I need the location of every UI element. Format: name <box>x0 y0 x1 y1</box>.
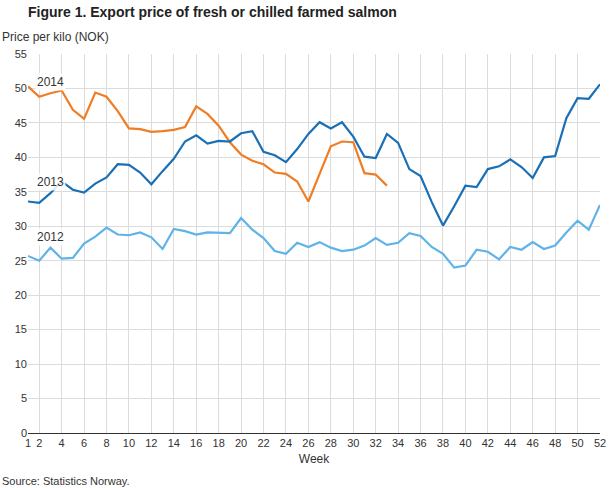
svg-text:26: 26 <box>302 437 314 449</box>
svg-text:22: 22 <box>257 437 269 449</box>
svg-text:15: 15 <box>15 323 27 335</box>
svg-text:4: 4 <box>59 437 65 449</box>
svg-text:20: 20 <box>235 437 247 449</box>
svg-text:50: 50 <box>15 82 27 94</box>
svg-text:48: 48 <box>549 437 561 449</box>
svg-text:0: 0 <box>21 427 27 439</box>
svg-text:8: 8 <box>103 437 109 449</box>
svg-text:16: 16 <box>190 437 202 449</box>
svg-text:10: 10 <box>15 358 27 370</box>
svg-text:1: 1 <box>25 437 31 449</box>
svg-text:30: 30 <box>15 220 27 232</box>
svg-text:44: 44 <box>504 437 516 449</box>
svg-text:5: 5 <box>21 392 27 404</box>
svg-text:Week: Week <box>299 452 330 466</box>
svg-text:12: 12 <box>145 437 157 449</box>
svg-text:34: 34 <box>392 437 404 449</box>
svg-text:46: 46 <box>527 437 539 449</box>
svg-text:2013: 2013 <box>37 175 64 189</box>
svg-text:Figure 1. Export price of fres: Figure 1. Export price of fresh or chill… <box>28 4 397 20</box>
svg-text:25: 25 <box>15 255 27 267</box>
svg-text:40: 40 <box>459 437 471 449</box>
svg-text:28: 28 <box>325 437 337 449</box>
svg-text:24: 24 <box>280 437 292 449</box>
svg-text:55: 55 <box>15 48 27 60</box>
svg-text:52: 52 <box>594 437 606 449</box>
svg-text:Source: Statistics Norway.: Source: Statistics Norway. <box>2 475 130 487</box>
svg-text:6: 6 <box>81 437 87 449</box>
svg-text:30: 30 <box>347 437 359 449</box>
svg-text:35: 35 <box>15 186 27 198</box>
svg-text:45: 45 <box>15 117 27 129</box>
svg-text:20: 20 <box>15 289 27 301</box>
svg-text:32: 32 <box>370 437 382 449</box>
svg-text:10: 10 <box>123 437 135 449</box>
svg-text:2012: 2012 <box>37 230 64 244</box>
svg-text:2014: 2014 <box>37 75 64 89</box>
svg-text:50: 50 <box>571 437 583 449</box>
svg-text:Price per kilo (NOK): Price per kilo (NOK) <box>2 30 109 44</box>
svg-text:38: 38 <box>437 437 449 449</box>
svg-text:14: 14 <box>168 437 180 449</box>
svg-text:18: 18 <box>213 437 225 449</box>
svg-text:40: 40 <box>15 151 27 163</box>
svg-text:42: 42 <box>482 437 494 449</box>
svg-text:36: 36 <box>414 437 426 449</box>
svg-text:2: 2 <box>36 437 42 449</box>
